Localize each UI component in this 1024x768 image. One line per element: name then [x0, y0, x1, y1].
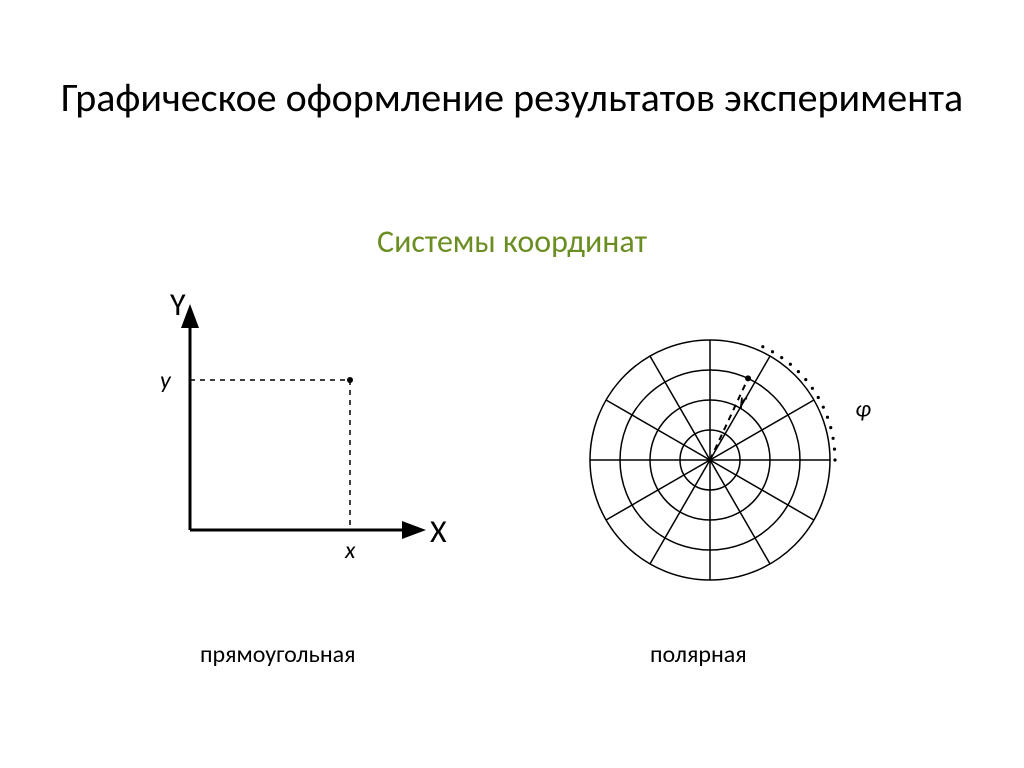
- polar-spoke: [650, 460, 710, 564]
- slide-subtitle: Системы координат: [0, 222, 1024, 261]
- phi-arc-dot: [826, 416, 829, 419]
- phi-arc-dot: [832, 437, 835, 440]
- y-coord-label: y: [160, 366, 172, 395]
- cartesian-diagram: YXyx прямоугольная: [120, 280, 500, 660]
- phi-arc-dot: [780, 356, 783, 359]
- polar-spoke: [606, 400, 710, 460]
- polar-diagram: rφ полярная: [560, 310, 920, 670]
- polar-caption: полярная: [650, 640, 747, 669]
- polar-spoke: [650, 356, 710, 460]
- phi-arc-dot: [833, 458, 836, 461]
- phi-arc-dot: [829, 426, 832, 429]
- data-point: [347, 377, 353, 383]
- y-axis-label: Y: [170, 285, 186, 324]
- polar-svg: rφ: [560, 310, 900, 610]
- phi-label: φ: [855, 395, 871, 424]
- x-coord-label: x: [344, 536, 356, 565]
- polar-spoke: [710, 400, 814, 460]
- cartesian-caption: прямоугольная: [200, 640, 356, 669]
- phi-arc-dot: [761, 345, 764, 348]
- slide-title: Графическое оформление результатов экспе…: [0, 75, 1024, 121]
- phi-arc-dot: [811, 387, 814, 390]
- polar-point: [745, 375, 751, 381]
- polar-spoke: [606, 460, 710, 520]
- phi-arc-dot: [822, 406, 825, 409]
- cartesian-svg: Y Xy x: [120, 280, 500, 600]
- phi-arc-dot: [817, 396, 820, 399]
- r-label: r: [739, 387, 748, 416]
- phi-arc-dot: [804, 378, 807, 381]
- phi-arc-dot: [789, 363, 792, 366]
- x-axis-label: X: [430, 512, 447, 551]
- phi-arc-dot: [797, 370, 800, 373]
- slide: Графическое оформление результатов экспе…: [0, 0, 1024, 768]
- polar-spoke: [710, 460, 770, 564]
- phi-arc-dot: [833, 448, 836, 451]
- polar-spoke: [710, 460, 814, 520]
- phi-arc-dot: [771, 350, 774, 353]
- diagrams-area: YXyx прямоугольная rφ полярная: [0, 280, 1024, 700]
